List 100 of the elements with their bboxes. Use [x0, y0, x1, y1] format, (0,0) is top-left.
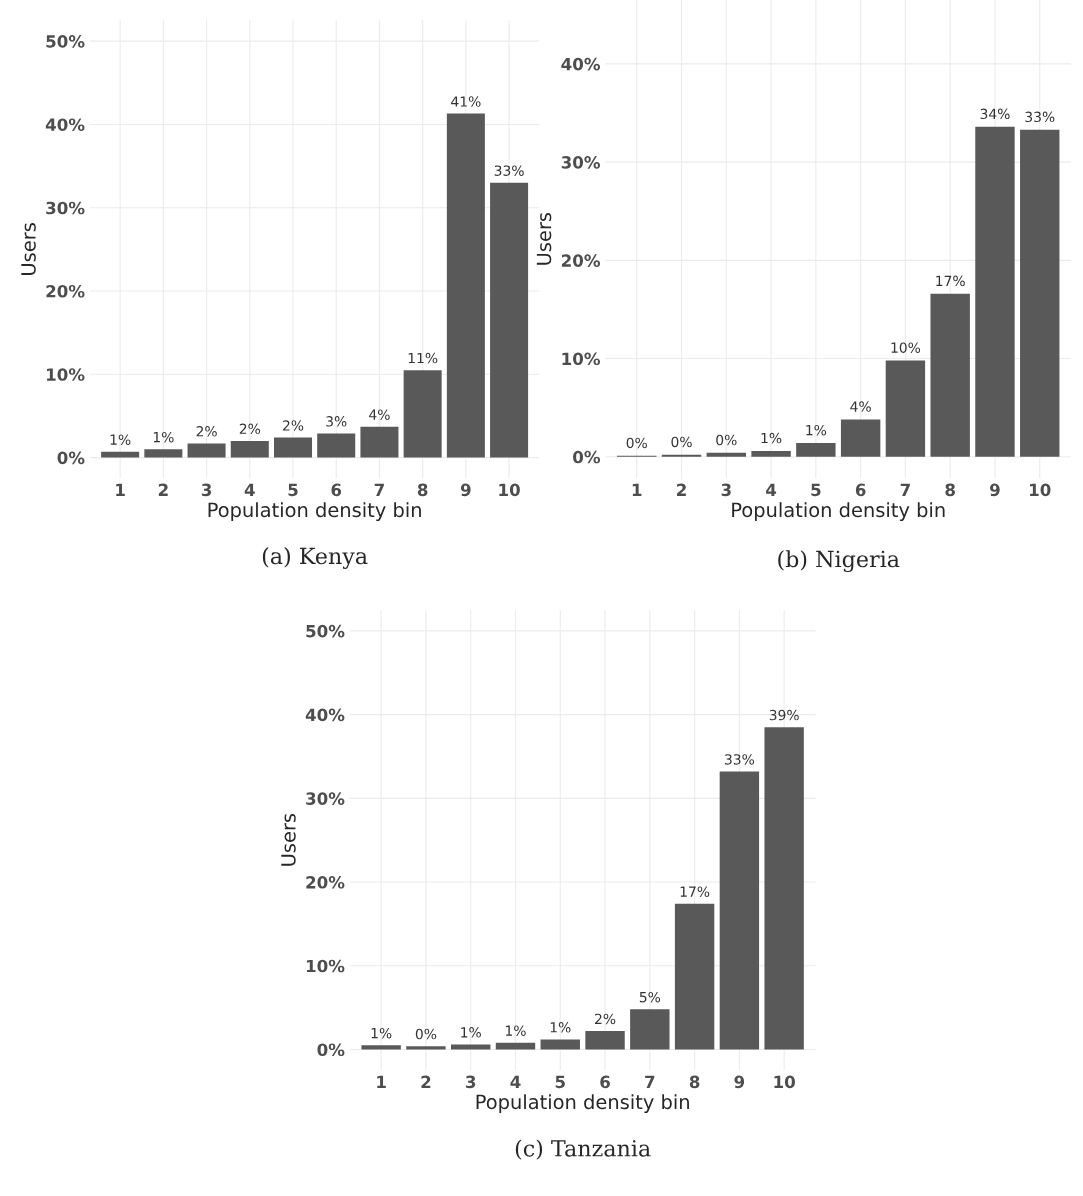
bar [187, 443, 226, 458]
x-tick-label: 9 [734, 1075, 745, 1089]
x-tick-label: 9 [460, 483, 471, 497]
bar [360, 426, 399, 458]
bar [630, 1009, 670, 1050]
y-tick-label: 30% [561, 156, 601, 169]
x-tick-label: 3 [721, 483, 731, 497]
y-tick-label: 0% [317, 1043, 345, 1057]
bar [674, 903, 715, 1050]
data-label: 2% [196, 426, 217, 437]
x-tick-label: 3 [466, 1075, 476, 1089]
x-tick-label: 7 [645, 1075, 655, 1088]
bar [585, 1031, 625, 1050]
bar [975, 126, 1015, 457]
data-label: 1% [371, 1027, 392, 1039]
x-tick-label: 6 [855, 483, 866, 497]
bar [706, 452, 746, 457]
bar [451, 1044, 491, 1050]
data-label: 0% [671, 436, 692, 448]
y-axis-title: Users [281, 813, 296, 866]
x-tick-label: 2 [158, 483, 168, 496]
data-label: 1% [550, 1022, 571, 1033]
x-tick-label: 10 [774, 1075, 795, 1089]
data-label: 33% [494, 165, 524, 176]
x-tick-label: 2 [677, 483, 686, 496]
y-tick-label: 0% [573, 450, 600, 464]
x-tick-label: 1 [632, 483, 642, 496]
y-tick-label: 0% [57, 451, 85, 465]
data-label: 41% [451, 96, 481, 107]
y-tick-label: 40% [561, 57, 601, 71]
bar [764, 727, 804, 1050]
y-tick-label: 10% [47, 368, 85, 381]
bar [144, 449, 183, 458]
y-tick-label: 30% [306, 792, 345, 805]
x-tick-label: 1 [377, 1075, 386, 1088]
data-label: 11% [408, 352, 438, 364]
x-tick-label: 5 [288, 483, 298, 497]
y-tick-label: 40% [305, 708, 345, 722]
text: (b) Nigeria [778, 550, 900, 572]
x-axis-title: Population density bin [208, 502, 421, 521]
y-axis-title: Users [536, 212, 552, 265]
bar [406, 1046, 446, 1050]
x-tick-label: 9 [990, 483, 1000, 497]
x-tick-label: 10 [499, 483, 520, 497]
x-tick-label: 4 [510, 1075, 521, 1088]
data-label: 0% [415, 1028, 437, 1040]
data-label: 1% [806, 424, 827, 436]
data-label: 34% [980, 108, 1010, 120]
data-label: 4% [850, 401, 871, 412]
data-label: 0% [716, 434, 737, 446]
data-label: 5% [639, 991, 661, 1003]
data-label: 1% [506, 1025, 526, 1036]
y-tick-label: 20% [306, 876, 345, 889]
x-tick-label: 5 [811, 483, 821, 497]
bar [230, 440, 269, 458]
data-label: 2% [283, 420, 304, 431]
data-label: 2% [595, 1013, 616, 1025]
x-axis-title: Population density bin [476, 1094, 689, 1114]
x-tick-label: 3 [201, 483, 212, 497]
x-tick-label: 7 [900, 483, 910, 496]
text: (a) Kenya [262, 547, 368, 569]
y-axis-title: Users [21, 223, 36, 275]
data-label: 1% [153, 431, 174, 443]
bar [1020, 129, 1060, 457]
bar [885, 360, 926, 457]
data-label: 1% [461, 1027, 481, 1038]
data-label: 17% [680, 886, 710, 897]
y-tick-label: 50% [46, 35, 85, 48]
x-tick-label: 8 [417, 483, 428, 497]
bar [490, 182, 529, 458]
x-tick-label: 6 [600, 1075, 610, 1089]
data-label: 3% [326, 416, 347, 427]
x-tick-label: 8 [945, 483, 955, 497]
x-tick-label: 4 [766, 483, 777, 496]
data-label: 4% [369, 409, 390, 420]
y-tick-label: 50% [306, 624, 345, 638]
data-label: 10% [891, 342, 921, 353]
bar [403, 370, 442, 458]
text: (c) Tanzania [515, 1139, 651, 1160]
data-label: 39% [769, 709, 799, 721]
x-tick-label: 10 [1030, 483, 1051, 497]
x-tick-label: 8 [689, 1075, 700, 1089]
bar [796, 443, 836, 457]
x-tick-label: 1 [116, 483, 125, 496]
x-axis-title: Population density bin [732, 502, 945, 521]
data-label: 17% [936, 275, 965, 287]
x-tick-label: 6 [331, 483, 342, 497]
bar [273, 437, 313, 458]
y-tick-label: 10% [562, 352, 601, 366]
bar [719, 771, 760, 1050]
data-label: 33% [725, 754, 755, 765]
x-tick-label: 7 [374, 483, 384, 496]
data-label: 2% [239, 423, 261, 435]
data-label: 1% [761, 432, 782, 444]
x-tick-label: 4 [244, 483, 255, 496]
y-tick-label: 30% [46, 201, 85, 215]
bar [930, 293, 970, 457]
y-tick-label: 10% [306, 959, 345, 973]
bar [751, 450, 791, 457]
bar [317, 433, 356, 458]
